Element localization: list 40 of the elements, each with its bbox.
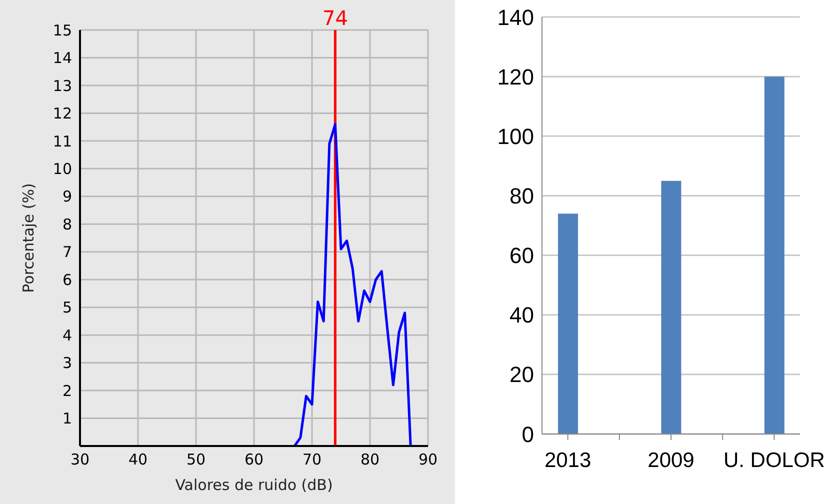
y-tick-label: 7 [62,243,72,262]
y-tick-label: 0 [522,422,534,447]
y-tick-label: 60 [510,243,534,268]
y-axis-title: Porcentaje (%) [19,183,38,293]
x-tick-label: 50 [186,450,206,469]
y-tick-label: 6 [62,270,72,289]
x-tick-label: 2013 [544,448,592,472]
x-axis-title: Valores de ruido (dB) [175,476,333,494]
y-tick-label: 13 [52,76,72,95]
y-tick-label: 2 [62,382,72,400]
y-tick-label: 80 [510,184,534,209]
y-tick-label: 40 [510,302,534,328]
x-tick-label: 60 [244,450,264,469]
y-tick-label: 12 [52,104,72,123]
x-tick-label: 2009 [648,448,694,472]
y-tick-label: 1 [62,410,72,428]
x-tick-label: 40 [128,450,148,469]
y-tick-label: 20 [510,362,534,388]
y-tick-label: 15 [52,21,72,40]
x-tick-label: 30 [70,450,90,469]
y-tick-label: 9 [62,188,72,206]
y-tick-label: 8 [62,215,72,234]
ref-line-label: 74 [322,6,348,30]
bar [661,180,682,434]
y-tick-label: 3 [62,354,72,372]
y-tick-label: 11 [52,132,72,150]
bar [558,214,578,434]
y-tick-label: 5 [62,298,72,317]
x-tick-label: 70 [302,450,322,469]
y-tick-label: 4 [62,326,72,344]
y-tick-label: 14 [52,49,72,68]
y-tick-label: 10 [52,160,72,178]
x-tick-label: 80 [360,450,380,469]
y-tick-label: 120 [497,64,534,90]
line-series [293,123,412,446]
y-tick-label: 100 [497,124,534,149]
x-tick-label: 90 [418,450,438,469]
y-tick-label: 140 [497,4,534,30]
x-tick-label: U. DOLOR [723,448,825,472]
bar [764,76,784,434]
